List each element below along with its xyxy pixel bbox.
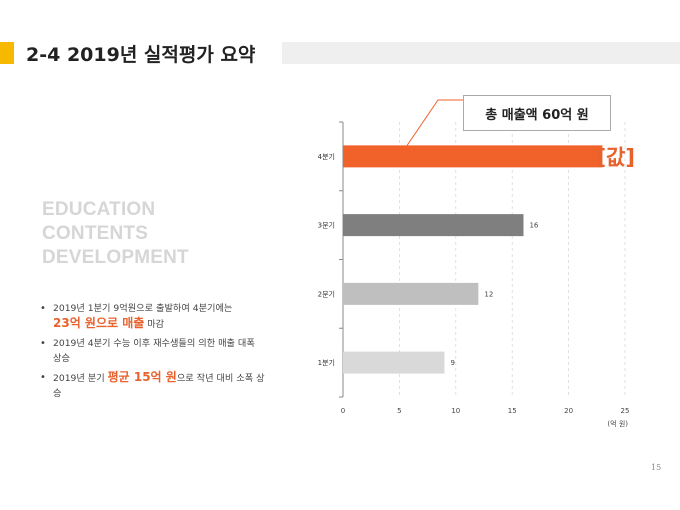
summary-bullets: • 2019년 1분기 9억원으로 출발하여 4분기에는 23억 원으로 매출 … [40,301,266,405]
bullet-dot: • [40,338,46,349]
y-tick-label: 3분기 [318,221,335,230]
y-tick-label: 4분기 [318,152,335,161]
bullet-2: • 2019년 4분기 수능 이후 재수생들의 의한 매출 대폭 상승 [40,336,266,366]
edu-line-3: DEVELOPMENT [42,247,189,268]
edu-watermark: EDUCATION CONTENTS DEVELOPMENT [42,198,189,270]
bullet-2-text: 2019년 4분기 수능 이후 재수생들의 의한 매출 대폭 상승 [53,338,255,364]
data-label: 16 [529,222,538,230]
total-revenue-callout: 총 매출액 60억 원 [463,95,611,131]
y-tick-label: 2분기 [318,289,335,298]
x-tick-label: 5 [397,407,401,415]
data-label: 9 [451,359,455,367]
data-label: [값] [596,145,635,169]
bullet-1-text-b: 마감 [144,319,165,330]
title-band [282,42,680,64]
edu-line-2: CONTENTS [42,223,149,244]
bullet-1-text-a: 2019년 1분기 9억원으로 출발하여 4분기에는 [53,303,233,314]
bullet-3: • 2019년 분기 평균 15억 원으로 작년 대비 소폭 상승 [40,370,266,401]
x-tick-label: 20 [564,407,573,415]
page-title: 2-4 2019년 실적평가 요약 [26,44,256,66]
bullet-1-highlight: 23억 원으로 매출 [53,316,145,330]
bullet-3-text-a: 2019년 분기 [53,373,108,384]
data-label: 12 [484,290,493,298]
bar-3분기 [343,214,524,237]
edu-line-1: EDUCATION [42,199,156,220]
bullet-3-highlight: 평균 15억 원 [107,370,177,384]
x-tick-label: 15 [508,407,517,415]
callout-leader-line [403,99,463,151]
x-axis-label: (억 원) [607,419,628,428]
page-number: 15 [651,463,662,472]
x-tick-label: 25 [621,407,630,415]
bar-4분기 [343,145,603,168]
bullet-3-text-b: 으로 작년 대비 소폭 상승 [53,373,265,399]
bullet-1: • 2019년 1분기 9억원으로 출발하여 4분기에는 23억 원으로 매출 … [40,301,266,332]
bullet-dot: • [40,303,46,314]
x-tick-label: 0 [341,407,345,415]
bullet-dot: • [40,372,46,383]
y-tick-label: 1분기 [318,358,335,367]
bar-2분기 [343,282,479,305]
bar-1분기 [343,351,445,374]
title-accent-bar [0,42,14,64]
x-tick-label: 10 [451,407,460,415]
